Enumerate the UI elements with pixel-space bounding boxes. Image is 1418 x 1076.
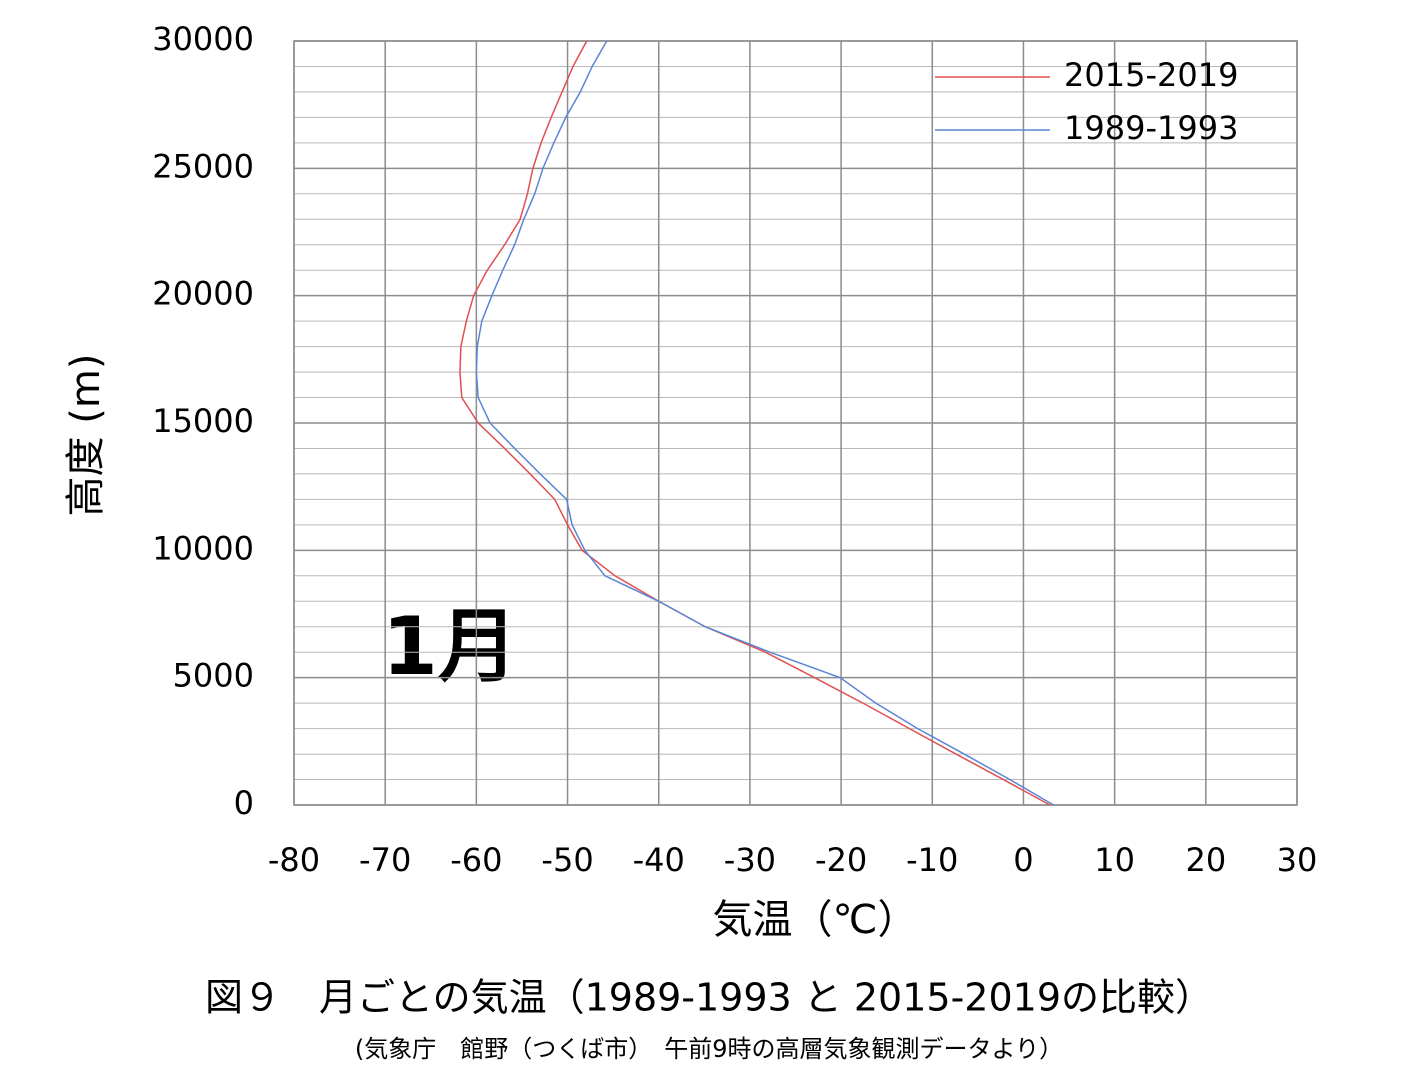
y-tick-label: 25000: [152, 147, 254, 185]
x-tick-label: -60: [450, 841, 502, 879]
y-tick-label: 5000: [173, 657, 254, 695]
x-tick-label: 30: [1277, 841, 1318, 879]
data-line: [459, 40, 1051, 806]
y-tick-label: 15000: [152, 402, 254, 440]
caption: 図９ 月ごとの気温（1989-1993 と 2015-2019の比較）: [205, 976, 1213, 1020]
source-note: (気象庁 館野（つくば市） 午前9時の高層気象観測データより）: [355, 1035, 1063, 1063]
x-tick-label: -30: [724, 841, 776, 879]
y-tick-label: 30000: [152, 20, 254, 58]
data-line: [475, 40, 1054, 806]
x-tick-label: 10: [1094, 841, 1135, 879]
y-tick-label: 0: [234, 784, 254, 822]
x-tick-label: -80: [268, 841, 320, 879]
legend-label: 2015-2019: [1064, 56, 1238, 94]
x-axis-label: 気温（℃）: [713, 897, 918, 943]
annotation: 1月: [382, 600, 518, 693]
x-tick-label: -40: [633, 841, 685, 879]
legend-label: 1989-1993: [1064, 109, 1238, 147]
x-tick-label: -50: [541, 841, 593, 879]
plot-frame: [293, 40, 1298, 806]
x-tick-label: -70: [359, 841, 411, 879]
x-tick-label: 20: [1185, 841, 1226, 879]
y-tick-label: 20000: [152, 275, 254, 313]
x-tick-label: -10: [906, 841, 958, 879]
y-axis-label: 高度 (m): [63, 354, 109, 517]
y-tick-label: 10000: [152, 529, 254, 567]
x-tick-label: 0: [1013, 841, 1033, 879]
x-tick-label: -20: [815, 841, 867, 879]
